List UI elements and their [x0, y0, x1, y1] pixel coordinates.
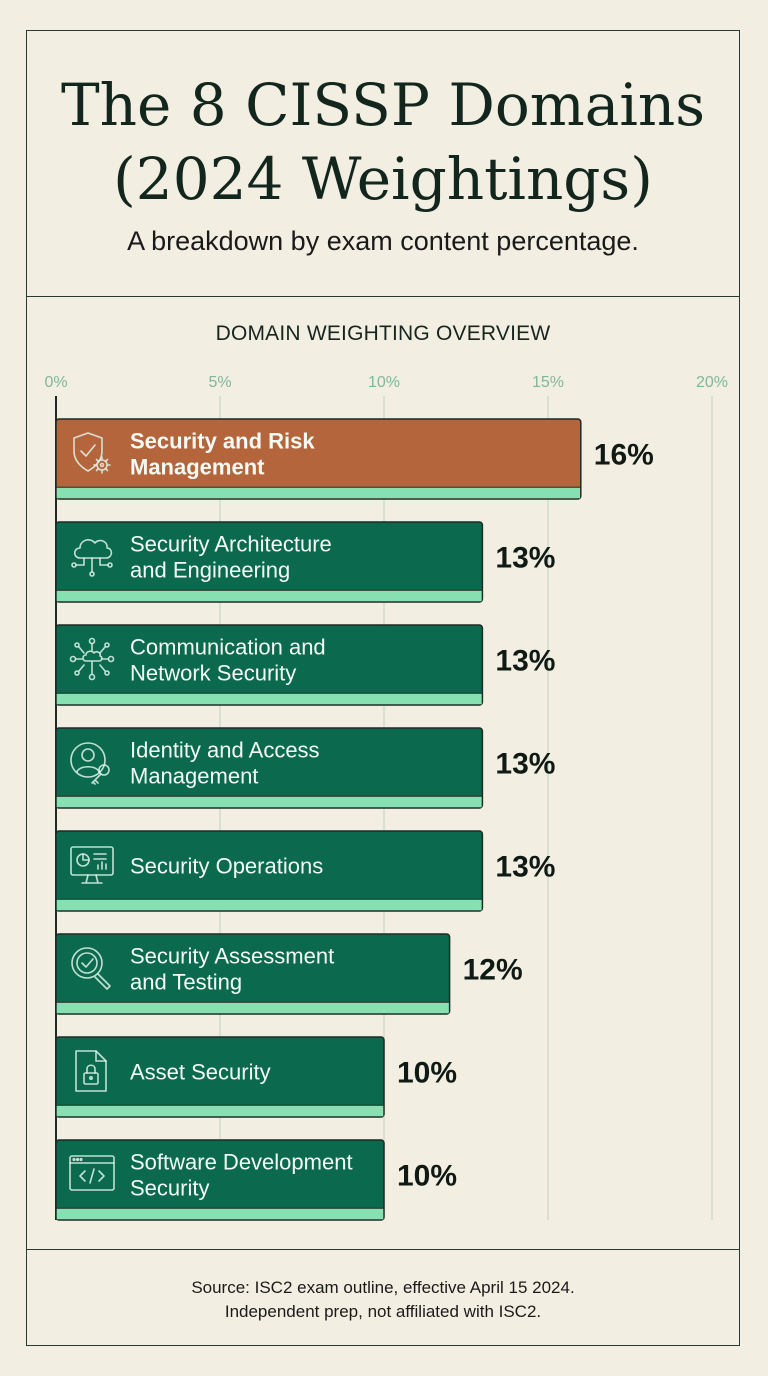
footer-line-1: Source: ISC2 exam outline, effective Apr… — [191, 1278, 575, 1297]
footer-source: Source: ISC2 exam outline, effective Apr… — [26, 1276, 740, 1324]
bar-label-line: Security and Risk — [130, 429, 315, 454]
bar-value-label: 12% — [463, 954, 523, 987]
bar-label-line: Security Operations — [130, 854, 323, 879]
bar-value-label: 13% — [495, 542, 555, 575]
bar-accent-strip — [56, 796, 482, 808]
title-line-1: The 8 CISSP Domains — [60, 71, 705, 139]
x-tick-label: 10% — [368, 374, 400, 391]
bar-accent-strip — [56, 487, 581, 499]
bar-label-line: Network Security — [130, 661, 296, 686]
page-title: The 8 CISSP Domains (2024 Weightings) — [26, 68, 740, 216]
user-key-icon — [70, 742, 110, 785]
bar-value-label: 13% — [495, 645, 555, 678]
bar-label-line: Security — [130, 1176, 209, 1201]
footer-line-2: Independent prep, not affiliated with IS… — [224, 1302, 542, 1321]
x-tick-label: 20% — [696, 374, 728, 391]
bar-value-label: 10% — [397, 1057, 457, 1090]
bar[interactable] — [55, 1036, 385, 1118]
bar[interactable] — [55, 727, 484, 809]
page-subtitle: A breakdown by exam content percentage. — [127, 226, 639, 256]
document-lock-icon — [75, 1050, 107, 1092]
bar-group: Security Operations 13% — [55, 830, 555, 912]
header-divider — [26, 296, 740, 297]
bar-accent-strip — [56, 1105, 384, 1117]
bar-accent-strip — [56, 590, 482, 602]
bar-label-line: Asset Security — [130, 1060, 271, 1085]
bar-group: Asset Security 10% — [55, 1036, 457, 1118]
bar-value-label: 16% — [594, 439, 654, 472]
x-tick-label: 15% — [532, 374, 564, 391]
bar[interactable] — [55, 933, 451, 1015]
x-tick-label: 5% — [208, 374, 231, 391]
outer-frame — [26, 30, 740, 1346]
bar-label-line: and Engineering — [130, 558, 290, 583]
bar-label-line: Identity and Access — [130, 738, 320, 763]
bar-accent-strip — [56, 693, 482, 705]
bar-label-line: Security Architecture — [130, 532, 332, 557]
magnifier-check-icon — [71, 947, 111, 990]
bar-label-line: Management — [130, 764, 258, 789]
bar-label-line: Security Assessment — [130, 944, 334, 969]
bar-accent-strip — [56, 1002, 449, 1014]
bar-value-label: 13% — [495, 851, 555, 884]
code-window-icon — [69, 1155, 115, 1191]
bar-label-line: Management — [130, 455, 265, 480]
cloud-network-icon — [71, 539, 113, 577]
x-tick-label: 0% — [44, 374, 67, 391]
bar-label-line: Software Development — [130, 1150, 353, 1175]
bar[interactable] — [55, 830, 484, 912]
bar[interactable] — [55, 418, 582, 500]
footer-divider — [26, 1249, 740, 1250]
bar[interactable] — [55, 624, 484, 706]
title-line-2: (2024 Weightings) — [113, 145, 653, 213]
bar-label-line: and Testing — [130, 970, 242, 995]
bar[interactable] — [55, 521, 484, 603]
shield-gear-icon — [73, 432, 111, 474]
bar-accent-strip — [56, 899, 482, 911]
chart-title: DOMAIN WEIGHTING OVERVIEW — [215, 322, 551, 345]
network-hub-icon — [69, 637, 115, 681]
monitor-dashboard-icon — [70, 846, 114, 884]
bar-label-line: Communication and — [130, 635, 326, 660]
bar-accent-strip — [56, 1208, 384, 1220]
bar-value-label: 13% — [495, 748, 555, 781]
bar[interactable] — [55, 1139, 385, 1221]
bar-value-label: 10% — [397, 1160, 457, 1193]
